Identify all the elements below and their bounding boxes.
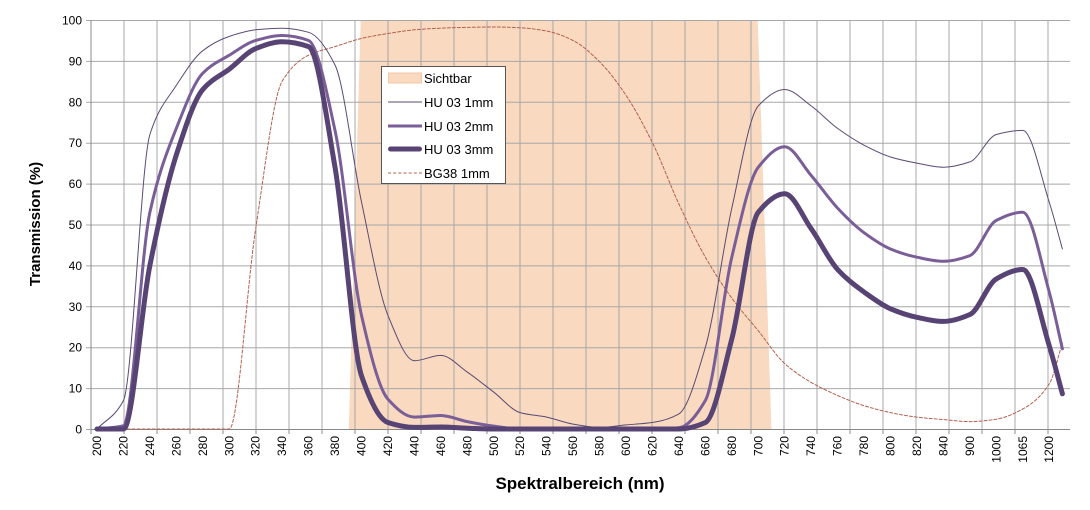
series-line-hu-03-3mm — [94, 39, 1065, 432]
x-tick-label: 320 — [249, 436, 263, 456]
x-tick-label: 740 — [804, 436, 818, 456]
x-tick-label: 800 — [884, 436, 898, 456]
x-tick-label: 900 — [963, 436, 977, 456]
y-tick-label: 60 — [69, 177, 83, 191]
legend-swatch-hu03-3mm — [388, 141, 422, 157]
series-line-bg38-1mm — [96, 26, 1063, 430]
x-tick-label: 280 — [196, 436, 210, 456]
x-tick-label: 460 — [434, 436, 448, 456]
x-tick-label: 820 — [910, 436, 924, 456]
x-tick-label: 240 — [143, 436, 157, 456]
legend-label: HU 03 3mm — [424, 141, 494, 157]
x-tick-label: 640 — [672, 436, 686, 456]
x-axis-title: Spektralbereich (nm) — [495, 474, 664, 493]
y-axis-title: Transmission (%) — [27, 162, 44, 286]
x-tick-label: 540 — [540, 436, 554, 456]
legend-label: HU 03 2mm — [424, 118, 494, 134]
x-tick-label: 400 — [355, 436, 369, 456]
x-tick-label: 1065 — [1016, 436, 1030, 463]
legend-label: BG38 1mm — [424, 165, 490, 181]
x-tick-label: 300 — [222, 436, 236, 456]
x-tick-label: 200 — [90, 436, 104, 456]
y-tick-label: 50 — [69, 218, 83, 232]
series-line-hu-03-1mm — [96, 27, 1063, 430]
y-tick-label: 100 — [62, 14, 82, 28]
legend-item-sichtbar: Sichtbar — [388, 69, 472, 87]
x-tick-label: 420 — [381, 436, 395, 456]
x-tick-label: 580 — [593, 436, 607, 456]
legend-label: Sichtbar — [424, 70, 472, 86]
legend: Sichtbar HU 03 1mm HU 03 2mm HU 03 3mm B… — [381, 66, 506, 184]
legend-swatch-bg38-1mm — [388, 165, 422, 181]
legend-swatch-hu03-1mm — [388, 94, 422, 110]
legend-swatch-hu03-2mm — [388, 118, 422, 134]
x-tick-label: 360 — [302, 436, 316, 456]
legend-item-hu03-1mm: HU 03 1mm — [388, 93, 493, 111]
legend-item-hu03-2mm: HU 03 2mm — [388, 117, 493, 135]
x-tick-label: 660 — [698, 436, 712, 456]
x-tick-label: 680 — [725, 436, 739, 456]
x-tick-label: 1200 — [1042, 436, 1056, 463]
x-tick-label: 480 — [460, 436, 474, 456]
x-tick-label: 700 — [751, 436, 765, 456]
x-tick-label: 1000 — [989, 436, 1003, 463]
x-tick-label: 340 — [275, 436, 289, 456]
y-tick-label: 30 — [69, 300, 83, 314]
x-tick-label: 600 — [619, 436, 633, 456]
y-tick-label: 90 — [69, 54, 83, 68]
x-tick-label: 500 — [487, 436, 501, 456]
x-tick-label: 260 — [169, 436, 183, 456]
legend-item-hu03-3mm: HU 03 3mm — [388, 140, 493, 158]
legend-item-bg38-1mm: BG38 1mm — [388, 164, 490, 182]
legend-swatch-sichtbar — [388, 70, 422, 86]
y-tick-label: 0 — [75, 423, 82, 437]
y-tick-label: 40 — [69, 259, 83, 273]
y-tick-label: 80 — [69, 95, 83, 109]
y-tick-label: 20 — [69, 341, 83, 355]
legend-label: HU 03 1mm — [424, 94, 494, 110]
x-tick-label: 840 — [936, 436, 950, 456]
y-tick-label: 10 — [69, 382, 83, 396]
x-tick-label: 440 — [407, 436, 421, 456]
y-tick-label: 70 — [69, 136, 83, 150]
x-tick-label: 220 — [116, 436, 130, 456]
x-tick-label: 760 — [831, 436, 845, 456]
x-tick-label: 560 — [566, 436, 580, 456]
x-tick-label: 520 — [513, 436, 527, 456]
x-tick-label: 380 — [328, 436, 342, 456]
x-tick-label: 780 — [857, 436, 871, 456]
x-tick-label: 620 — [645, 436, 659, 456]
x-tick-label: 720 — [778, 436, 792, 456]
